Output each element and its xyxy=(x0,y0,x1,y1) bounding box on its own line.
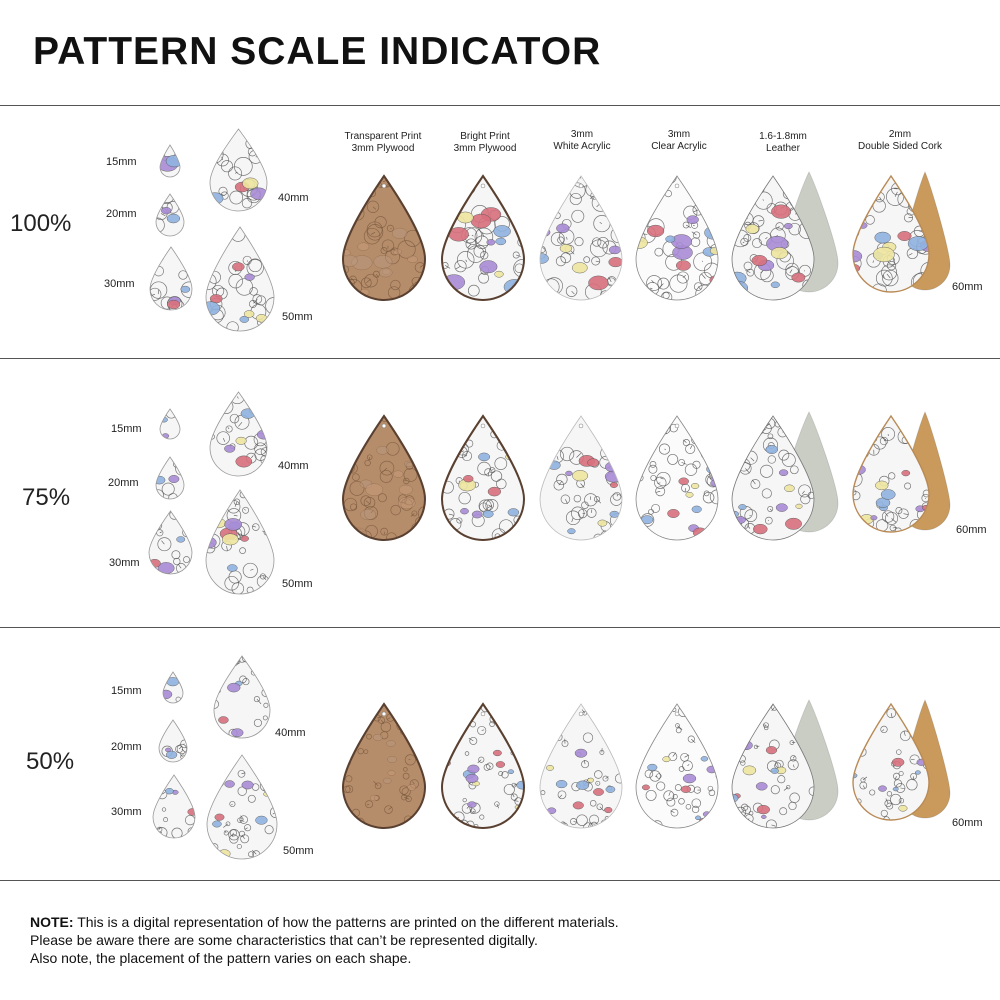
plywood-transparent-teardrop xyxy=(341,702,427,829)
clear-acrylic-teardrop xyxy=(635,175,719,301)
clear-acrylic-teardrop xyxy=(635,703,719,829)
size-label-50mm: 50mm xyxy=(282,311,313,323)
size-label-40mm: 40mm xyxy=(278,192,309,204)
material-label-line1: Transparent Print xyxy=(344,131,422,142)
leather-front-teardrop xyxy=(731,703,815,829)
material-label: 3mm Clear Acrylic xyxy=(624,129,734,153)
size-label-50mm: 50mm xyxy=(282,578,313,590)
plywood-transparent-teardrop xyxy=(341,414,427,541)
plywood-bright-teardrop xyxy=(440,702,526,829)
size-label-30mm: 30mm xyxy=(111,806,142,818)
medium-teardrop xyxy=(205,489,275,595)
material-label: Transparent Print 3mm Plywood xyxy=(328,131,438,155)
leather-front-teardrop xyxy=(731,175,815,301)
plywood-bright-teardrop xyxy=(440,414,526,541)
plywood-transparent-teardrop xyxy=(341,174,427,301)
size-label-15mm: 15mm xyxy=(111,423,142,435)
note-line1: This is a digital representation of how … xyxy=(73,914,619,930)
material-label-line2: 3mm Plywood xyxy=(453,143,517,154)
material-label-line1: 1.6-1.8mm xyxy=(759,131,807,142)
material-label-line2: White Acrylic xyxy=(553,141,611,152)
material-label: 1.6-1.8mm Leather xyxy=(728,131,838,155)
size-label-40mm: 40mm xyxy=(275,727,306,739)
scale-label: 75% xyxy=(22,484,71,511)
note-label: NOTE: xyxy=(30,914,74,930)
size-label-15mm: 15mm xyxy=(111,685,142,697)
small-teardrop xyxy=(148,510,193,575)
size-label-30mm: 30mm xyxy=(104,278,135,290)
material-label: Bright Print 3mm Plywood xyxy=(430,131,540,155)
material-label-line2: Clear Acrylic xyxy=(651,141,707,152)
medium-teardrop xyxy=(205,226,275,332)
medium-teardrop xyxy=(206,754,278,860)
size-label-30mm: 30mm xyxy=(109,557,140,569)
size-label-60mm: 60mm xyxy=(952,281,983,293)
material-label-line2: Leather xyxy=(766,143,800,154)
divider-1 xyxy=(0,358,1000,359)
size-label-40mm: 40mm xyxy=(278,460,309,472)
material-label-line1: Bright Print xyxy=(460,131,510,142)
material-label-line2: Double Sided Cork xyxy=(858,141,942,152)
material-label-line1: 3mm xyxy=(570,129,594,140)
material-label-line2: 3mm Plywood xyxy=(351,143,415,154)
medium-teardrop xyxy=(209,128,268,212)
plywood-bright-teardrop xyxy=(440,174,526,301)
small-teardrop xyxy=(162,671,184,704)
page-title: PATTERN SCALE INDICATOR xyxy=(33,30,602,73)
small-teardrop xyxy=(155,456,185,500)
note-line2: Please be aware there are some character… xyxy=(30,932,538,948)
note-line3: Also note, the placement of the pattern … xyxy=(30,950,412,966)
small-teardrop xyxy=(158,719,188,763)
size-label-20mm: 20mm xyxy=(111,741,142,753)
white-acrylic-teardrop xyxy=(539,175,623,301)
cork-front-teardrop xyxy=(852,414,930,533)
divider-bottom xyxy=(0,880,1000,881)
medium-teardrop xyxy=(209,391,268,477)
size-label-20mm: 20mm xyxy=(106,208,137,220)
white-acrylic-teardrop xyxy=(539,703,623,829)
material-label-line1: 3mm xyxy=(667,129,691,140)
small-teardrop xyxy=(152,774,196,839)
material-label: 3mm White Acrylic xyxy=(527,129,637,153)
material-label-line1: 2mm xyxy=(888,129,912,140)
divider-2 xyxy=(0,627,1000,628)
disclaimer-note: NOTE: This is a digital representation o… xyxy=(30,913,970,967)
scale-label: 100% xyxy=(10,210,72,237)
small-teardrop xyxy=(159,144,181,178)
size-label-60mm: 60mm xyxy=(956,524,987,536)
white-acrylic-teardrop xyxy=(539,415,623,541)
clear-acrylic-teardrop xyxy=(635,415,719,541)
size-label-15mm: 15mm xyxy=(106,156,137,168)
medium-teardrop xyxy=(213,655,271,739)
small-teardrop xyxy=(155,193,185,237)
size-label-20mm: 20mm xyxy=(108,477,139,489)
divider-top xyxy=(0,105,1000,106)
size-label-60mm: 60mm xyxy=(952,817,983,829)
scale-label: 50% xyxy=(26,748,75,775)
size-label-50mm: 50mm xyxy=(283,845,314,857)
small-teardrop xyxy=(159,408,181,440)
small-teardrop xyxy=(149,246,193,311)
material-label: 2mm Double Sided Cork xyxy=(845,129,955,153)
cork-front-teardrop xyxy=(852,174,930,293)
cork-front-teardrop xyxy=(852,702,930,821)
leather-front-teardrop xyxy=(731,415,815,541)
